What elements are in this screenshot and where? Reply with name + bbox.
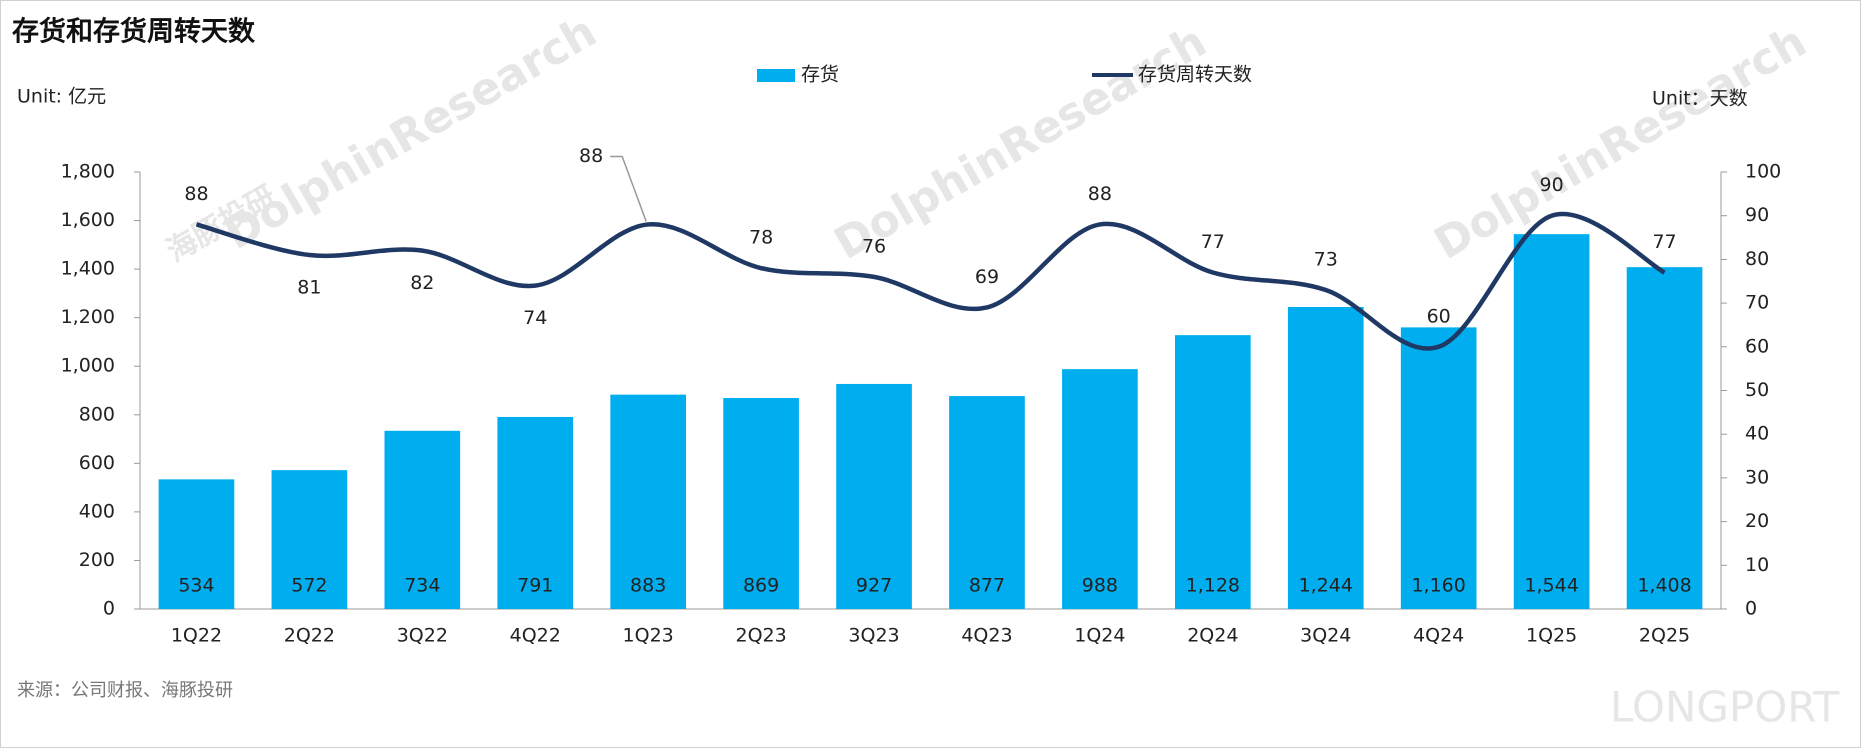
bar-label: 1,408 bbox=[1637, 575, 1691, 597]
y-tick-label: 1,600 bbox=[61, 209, 115, 231]
y2-tick-label: 100 bbox=[1745, 161, 1781, 183]
x-tick-label: 1Q22 bbox=[171, 625, 222, 647]
y2-tick-label: 10 bbox=[1745, 554, 1769, 576]
x-tick-label: 2Q22 bbox=[284, 625, 335, 647]
x-tick-label: 2Q24 bbox=[1187, 625, 1238, 647]
x-tick-label: 1Q24 bbox=[1074, 625, 1125, 647]
leader-line bbox=[610, 155, 647, 222]
bar bbox=[1513, 234, 1590, 609]
bar bbox=[1400, 327, 1477, 609]
x-tick-label: 2Q25 bbox=[1639, 625, 1690, 647]
line-label: 74 bbox=[523, 307, 547, 329]
x-tick-label: 1Q23 bbox=[623, 625, 674, 647]
y-tick-label: 800 bbox=[79, 403, 115, 425]
bar bbox=[384, 430, 461, 609]
y-tick-label: 600 bbox=[79, 452, 115, 474]
bar-label: 1,128 bbox=[1186, 575, 1240, 597]
line-label: 69 bbox=[975, 266, 999, 288]
bar bbox=[1174, 335, 1251, 609]
bar bbox=[271, 470, 348, 609]
x-tick-label: 3Q24 bbox=[1300, 625, 1351, 647]
bar-label: 883 bbox=[630, 575, 666, 597]
y2-tick-label: 80 bbox=[1745, 248, 1769, 270]
y-tick-label: 1,800 bbox=[61, 161, 115, 183]
bar-label: 1,160 bbox=[1411, 575, 1465, 597]
bar-label: 791 bbox=[517, 575, 553, 597]
x-tick-label: 3Q22 bbox=[397, 625, 448, 647]
bar-label: 869 bbox=[743, 575, 779, 597]
line-label: 88 bbox=[1088, 183, 1112, 205]
y2-tick-label: 90 bbox=[1745, 204, 1769, 226]
bar bbox=[1062, 369, 1138, 609]
bar-label: 572 bbox=[291, 575, 327, 597]
y-tick-label: 200 bbox=[79, 549, 115, 571]
legend-swatch bbox=[757, 69, 795, 82]
watermark: LONGPORT bbox=[1610, 683, 1839, 732]
bar bbox=[497, 416, 574, 609]
line bbox=[195, 211, 1666, 351]
bar bbox=[836, 383, 912, 609]
line-label: 81 bbox=[297, 277, 321, 299]
x-tick-label: 4Q22 bbox=[510, 625, 561, 647]
chart-title: 存货和存货周转天数 bbox=[12, 16, 256, 48]
x-tick-label: 2Q23 bbox=[735, 625, 786, 647]
y2-tick-label: 30 bbox=[1745, 466, 1769, 488]
y2-tick-label: 40 bbox=[1745, 423, 1769, 445]
y-tick-label: 1,200 bbox=[61, 306, 115, 328]
line-label: 77 bbox=[1652, 231, 1676, 253]
y-axis-label: Unit: 亿元 bbox=[17, 86, 106, 108]
line-label: 88 bbox=[184, 183, 208, 205]
y2-tick-label: 50 bbox=[1745, 379, 1769, 401]
bar bbox=[723, 398, 799, 609]
bar bbox=[158, 479, 235, 609]
bar bbox=[610, 394, 687, 609]
source: 来源：公司财报、海豚投研 bbox=[17, 680, 233, 701]
bar bbox=[1287, 306, 1364, 609]
x-tick-label: 3Q23 bbox=[848, 625, 899, 647]
line-label: 78 bbox=[749, 227, 773, 249]
legend-label: 存货周转天数 bbox=[1138, 64, 1252, 86]
y-tick-label: 0 bbox=[103, 598, 115, 620]
y2-tick-label: 0 bbox=[1745, 598, 1757, 620]
bar bbox=[1626, 267, 1703, 609]
bar-label: 534 bbox=[178, 575, 214, 597]
line-label: 88 bbox=[579, 145, 603, 167]
bar-label: 988 bbox=[1082, 575, 1118, 597]
line-label: 77 bbox=[1201, 231, 1225, 253]
y2-tick-label: 70 bbox=[1745, 292, 1769, 314]
y2-tick-label: 60 bbox=[1745, 335, 1769, 357]
y2-tick-label: 20 bbox=[1745, 510, 1769, 532]
x-tick-label: 4Q23 bbox=[961, 625, 1012, 647]
line-label: 73 bbox=[1314, 248, 1338, 270]
y2-axis-label: Unit：天数 bbox=[1652, 88, 1748, 110]
bar-label: 734 bbox=[404, 575, 440, 597]
line-label: 60 bbox=[1427, 305, 1451, 327]
legend-label: 存货 bbox=[801, 64, 839, 86]
bar-label: 1,544 bbox=[1524, 575, 1578, 597]
bar-label: 927 bbox=[856, 575, 892, 597]
bar bbox=[949, 396, 1025, 609]
y-tick-label: 400 bbox=[79, 500, 115, 522]
y-tick-label: 1,000 bbox=[61, 355, 115, 377]
x-tick-label: 1Q25 bbox=[1526, 625, 1577, 647]
line-label: 90 bbox=[1540, 174, 1564, 196]
line-label: 82 bbox=[410, 272, 434, 294]
y-tick-label: 1,400 bbox=[61, 258, 115, 280]
line-label: 76 bbox=[862, 235, 886, 257]
bar-label: 877 bbox=[969, 575, 1005, 597]
x-tick-label: 4Q24 bbox=[1413, 625, 1464, 647]
bar-label: 1,244 bbox=[1299, 575, 1353, 597]
